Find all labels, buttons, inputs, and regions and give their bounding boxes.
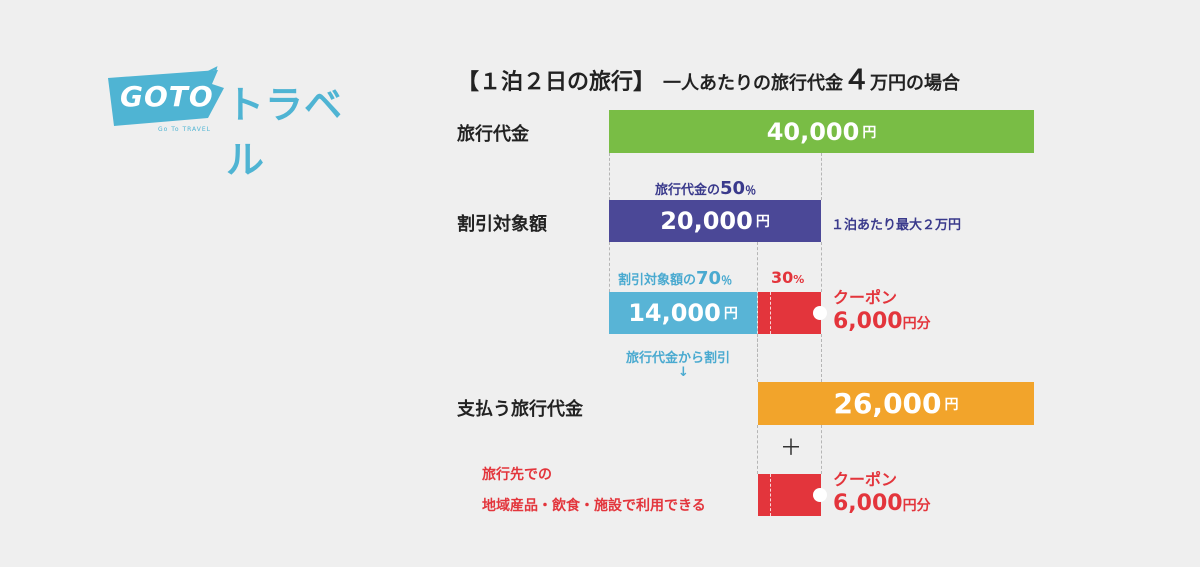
note-thirty-num: 30 bbox=[771, 268, 794, 287]
page-title: 【１泊２日の旅行】 一人あたりの旅行代金４万円の場合 bbox=[457, 58, 960, 97]
bar-travel-total: 40,000 円 bbox=[609, 110, 1034, 153]
coupon-perforation bbox=[770, 474, 771, 516]
guide-line bbox=[757, 242, 758, 382]
coupon-2-text: クーポン 6,000円分 bbox=[833, 470, 931, 518]
guide-line bbox=[821, 242, 822, 292]
row-label-total: 旅行代金 bbox=[457, 124, 529, 145]
note-per-night: １泊あたり最大２万円 bbox=[831, 218, 962, 233]
coupon-2-value: 6,000 bbox=[833, 491, 903, 516]
note-seventy-num: 70 bbox=[696, 268, 722, 289]
guide-line bbox=[821, 153, 822, 200]
note-seventy: 割引対象額の70％ bbox=[618, 268, 732, 289]
coupon-1-unit: 円分 bbox=[902, 316, 931, 332]
guide-line bbox=[757, 425, 758, 474]
coupon-1-text: クーポン 6,000円分 bbox=[833, 288, 931, 336]
guide-line bbox=[609, 242, 610, 292]
bar-payment: 26,000 円 bbox=[758, 382, 1034, 425]
bar-discount-target: 20,000 円 bbox=[609, 200, 821, 242]
guide-line bbox=[609, 153, 610, 200]
note-seventy-pct: ％ bbox=[721, 274, 733, 287]
guide-line bbox=[821, 334, 822, 382]
down-arrow-icon: ↓ bbox=[678, 365, 689, 380]
bar-total-value: 40,000 bbox=[766, 117, 860, 146]
note-local-line1: 旅行先での bbox=[482, 467, 552, 483]
title-sub: 一人あたりの旅行代金 bbox=[663, 73, 844, 94]
coupon-ticket-icon bbox=[758, 474, 827, 516]
guide-line bbox=[821, 425, 822, 474]
goto-travel-logo: GOTO トラベル Go To TRAVEL bbox=[100, 66, 360, 182]
note-deduct: 旅行代金から割引 bbox=[626, 351, 731, 366]
note-thirty-pct: % bbox=[793, 273, 805, 286]
note-half-prefix: 旅行代金の bbox=[655, 183, 721, 198]
title-main: 【１泊２日の旅行】 bbox=[457, 70, 656, 95]
flag-icon bbox=[108, 66, 224, 126]
coupon-notch bbox=[813, 488, 827, 502]
coupon-2-label: クーポン bbox=[833, 470, 898, 489]
note-half-pct: ％ bbox=[745, 184, 757, 197]
note-seventy-prefix: 割引対象額の bbox=[618, 273, 697, 288]
logo-kana: トラベル bbox=[226, 83, 344, 182]
coupon-2-unit: 円分 bbox=[902, 498, 931, 514]
coupon-1-value: 6,000 bbox=[833, 309, 903, 334]
bar-target-unit: 円 bbox=[755, 214, 770, 230]
bar-pay-unit: 円 bbox=[944, 396, 959, 413]
note-half-num: 50 bbox=[720, 178, 746, 199]
title-tail: 万円の場合 bbox=[870, 73, 961, 94]
bar-total-unit: 円 bbox=[862, 124, 877, 141]
coupon-notch bbox=[813, 306, 827, 320]
bar-subsidy: 14,000 円 bbox=[609, 292, 757, 334]
bar-pay-value: 26,000 bbox=[833, 387, 942, 420]
coupon-perforation bbox=[770, 292, 771, 334]
title-number: ４ bbox=[843, 65, 871, 96]
bar-subsidy-value: 14,000 bbox=[628, 299, 721, 327]
row-label-pay: 支払う旅行代金 bbox=[457, 399, 583, 420]
guide-line bbox=[757, 334, 758, 382]
note-half: 旅行代金の50％ bbox=[655, 178, 756, 199]
coupon-1-label: クーポン bbox=[833, 288, 898, 307]
logo-word: GOTO bbox=[120, 80, 214, 113]
note-thirty: 30% bbox=[771, 268, 804, 287]
row-label-target: 割引対象額 bbox=[457, 214, 547, 235]
bar-subsidy-unit: 円 bbox=[723, 306, 738, 322]
plus-icon: ＋ bbox=[780, 436, 803, 461]
note-local-line2: 地域産品・飲食・施設で利用できる bbox=[482, 498, 706, 514]
coupon-ticket-icon bbox=[758, 292, 827, 334]
bar-target-value: 20,000 bbox=[660, 207, 753, 235]
logo-subtitle: Go To TRAVEL bbox=[158, 126, 212, 133]
